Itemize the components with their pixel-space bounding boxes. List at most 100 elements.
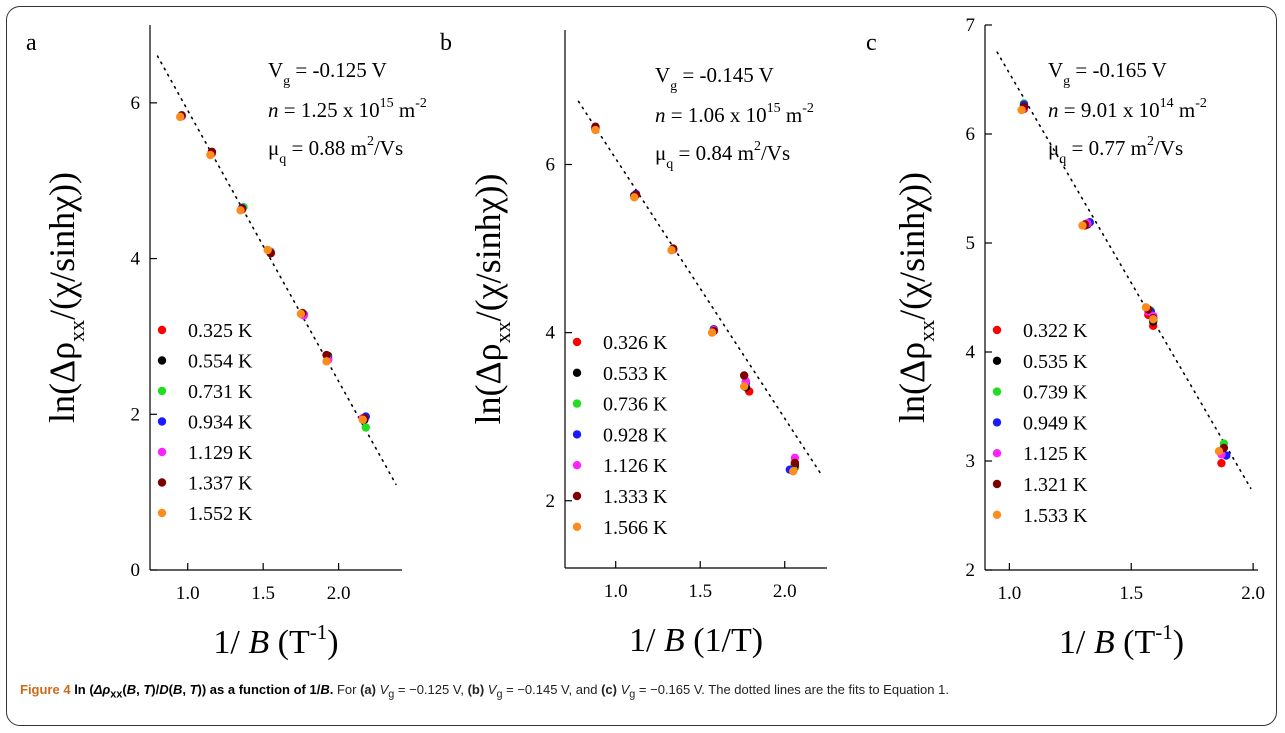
data-point [361,423,370,432]
y-axis-label: ln(Δρxx/(χ/sinhχ)) [892,172,939,423]
legend-label: 1.126 K [603,455,668,477]
x-tick-label: 1.5 [688,581,712,602]
legend-marker [157,447,167,457]
annotation-gate-voltage: Vg = -0.125 V [268,58,387,89]
fit-line [156,55,397,486]
annotation-mobility: μq = 0.77 m2/Vs [1048,134,1183,167]
legend-marker [157,478,167,487]
legend-marker [572,522,582,531]
x-tick-label: 1.0 [604,581,628,602]
panel-a: 0 2 4 6 1.0 1.5 2.0 a 1/ B (T-1) ln(Δρxx/(χ/sinhχ… [26,25,427,661]
x-tick-label: 1.5 [1119,583,1143,604]
annotation-density: n = 9.01 x 1014 m-2 [1048,96,1207,122]
y-tick-label: 6 [546,155,556,176]
data-point [1078,221,1087,230]
annotation-density: n = 1.25 x 1015 m-2 [268,96,427,122]
y-tick-label: 2 [966,560,976,581]
panel-c: 2 3 4 5 6 7 1.0 1.5 2.0 c 1/ B (T-1) ln(Δρxx/(χ/sin… [866,15,1265,661]
x-tick-label: 1.0 [176,583,200,604]
legend-label: 1.129 K [188,442,253,464]
series-1-552-K [175,112,367,424]
x-axis-label: 1/ B (T-1) [213,620,338,661]
annotation-gate-voltage: Vg = -0.145 V [655,63,774,94]
figure-frame [6,6,1277,726]
y-tick-label: 4 [546,323,556,344]
data-point [788,467,798,476]
series-0-326-K [591,124,800,472]
y-tick-label: 4 [131,249,141,270]
y-tick-label: 0 [131,560,141,581]
data-point [175,112,185,122]
annotation-gate-voltage: Vg = -0.165 V [1048,58,1167,89]
data-point [790,458,800,468]
panel-label: b [440,30,452,56]
legend-marker [157,417,167,426]
annotation-mobility: μq = 0.88 m2/Vs [268,134,403,167]
legend-label: 1.321 K [1023,474,1088,496]
y-tick-label: 2 [131,404,141,425]
data-point [322,350,331,360]
data-point [236,206,245,215]
data-point [1141,303,1151,312]
legend-marker [992,418,1002,427]
annotation-mobility: μq = 0.84 m2/Vs [655,139,790,172]
data-point [322,357,331,366]
data-point [667,246,676,255]
series-0-928-K [591,124,795,474]
series-0-736-K [591,123,798,474]
caption-title: ln (Δρxx(B, T)/D(B, T)) as a function of… [74,682,334,701]
y-tick-label: 3 [966,451,976,472]
x-tick-label: 2.0 [1241,583,1265,604]
data-point [358,415,367,424]
legend-label: 0.535 K [1023,351,1088,373]
data-point [1017,105,1026,115]
legend-marker [157,356,167,365]
legend-marker [572,368,582,377]
legend-label: 0.949 K [1023,412,1088,434]
legend-label: 0.731 K [188,381,253,403]
legend-label: 0.326 K [603,332,668,354]
y-tick-label: 7 [966,15,976,36]
data-point [739,382,749,391]
x-tick-label: 1.0 [998,583,1022,604]
x-tick-label: 2.0 [773,581,797,602]
legend-label: 1.333 K [603,486,668,508]
legend-marker [992,356,1002,365]
data-point [1148,315,1158,324]
legend-label: 0.739 K [1023,382,1088,404]
data-point [1217,458,1226,468]
y-axis-label: ln(Δρxx/(χ/sinhχ)) [42,172,89,423]
y-tick-label: 6 [131,93,141,114]
data-point [739,371,749,380]
legend-label: 1.552 K [188,503,253,525]
y-tick-label: 5 [966,233,976,254]
x-tick-label: 1.5 [251,583,275,604]
legend-label: 0.928 K [603,424,668,446]
data-point [630,193,639,202]
y-tick-label: 2 [546,491,556,512]
legend-label: 0.736 K [603,394,668,416]
panel-b: 2 4 6 1.0 1.5 2.0 b 1/ B (1/T) ln(Δρxx/(χ/sinhχ)… [440,30,827,659]
legend-marker [572,337,582,347]
legend-marker [157,325,167,335]
y-axis-label: ln(Δρxx/(χ/sinhχ)) [468,173,515,424]
legend-label: 1.566 K [603,517,668,539]
legend-label: 1.125 K [1023,443,1088,465]
legend-marker [572,430,582,439]
legend-label: 1.337 K [188,473,253,495]
figure-caption: Figure 4 ln (Δρxx(B, T)/D(B, T)) as a fu… [20,682,949,701]
legend-label: 0.325 K [188,320,253,342]
legend-label: 0.533 K [603,363,668,385]
data-point [1214,446,1224,456]
y-tick-label: 6 [966,124,976,145]
panel-label: a [26,30,37,56]
data-point [206,150,215,160]
data-point [707,328,717,337]
legend-label: 0.554 K [188,351,253,373]
legend-label: 0.322 K [1023,320,1088,342]
legend-marker [992,510,1002,519]
legend-marker [992,479,1002,489]
annotation-density: n = 1.06 x 1015 m-2 [655,101,814,127]
data-point [591,125,600,135]
